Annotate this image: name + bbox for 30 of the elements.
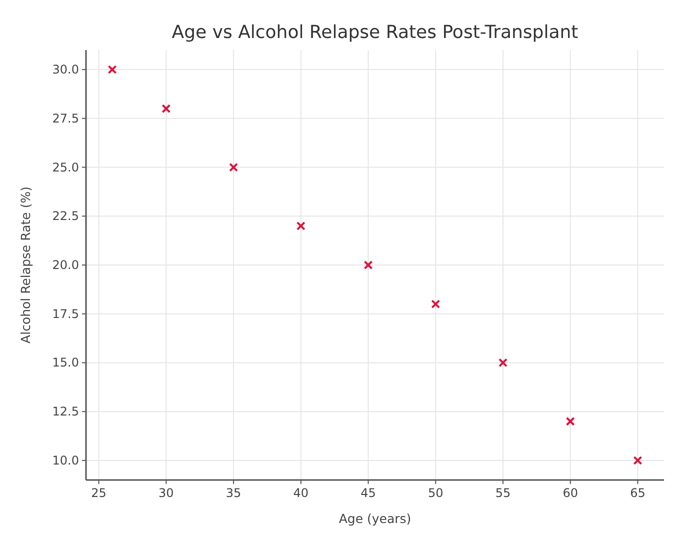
y-tick-label: 17.5	[52, 306, 79, 321]
point	[108, 65, 117, 74]
x-axis-title: Age (years)	[338, 511, 412, 526]
point	[364, 260, 373, 270]
x-tick-label: 30	[158, 486, 174, 500]
x-tick-label: 50	[428, 486, 444, 500]
y-axis-title: Alcohol Relapse Rate (%)	[18, 186, 33, 344]
y-tick-label: 12.5	[52, 404, 79, 419]
chart-title: Age vs Alcohol Relapse Rates Post-Transplant	[172, 22, 578, 43]
x-tick-label: 55	[495, 486, 511, 500]
point	[566, 416, 575, 426]
point	[498, 358, 508, 368]
y-tick-label: 25.0	[52, 160, 79, 174]
y-tick-label: 15.0	[52, 356, 79, 370]
y-tick-label: 10.0	[52, 453, 79, 468]
point	[229, 162, 238, 172]
point	[162, 104, 171, 114]
y-tick-label: 22.5	[52, 209, 79, 224]
y-tick-label: 20.0	[52, 258, 79, 272]
x-tick-label: 35	[226, 486, 242, 500]
y-tick-label: 27.5	[52, 111, 79, 126]
x-tick-label: 65	[630, 486, 646, 500]
point	[633, 456, 642, 465]
y-tick-label: 30.0	[52, 62, 79, 77]
x-tick-label: 45	[360, 486, 376, 500]
x-tick-label: 60	[562, 486, 578, 500]
x-tick-label: 40	[293, 486, 309, 500]
point	[296, 221, 306, 230]
x-tick-label: 25	[91, 486, 106, 500]
point	[431, 300, 440, 309]
